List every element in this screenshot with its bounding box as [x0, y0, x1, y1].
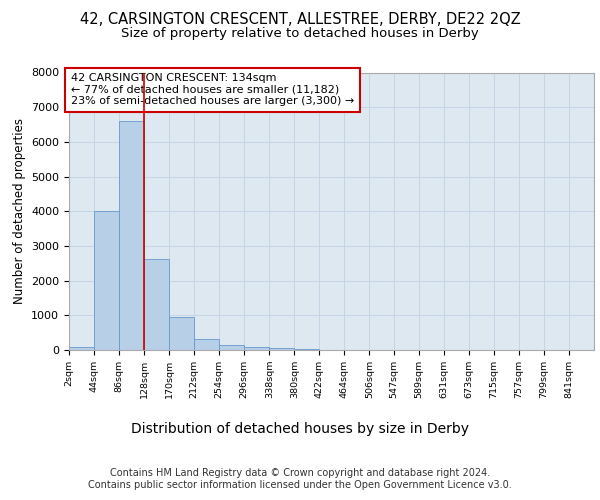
Bar — [194, 338, 219, 350]
Bar — [145, 259, 169, 350]
Bar — [269, 348, 294, 350]
Bar — [69, 347, 94, 350]
Bar — [169, 316, 194, 350]
Text: Distribution of detached houses by size in Derby: Distribution of detached houses by size … — [131, 422, 469, 436]
Bar — [119, 121, 144, 350]
Text: Size of property relative to detached houses in Derby: Size of property relative to detached ho… — [121, 28, 479, 40]
Bar — [295, 348, 319, 350]
Y-axis label: Number of detached properties: Number of detached properties — [13, 118, 26, 304]
Bar — [220, 346, 244, 350]
Text: 42 CARSINGTON CRESCENT: 134sqm
← 77% of detached houses are smaller (11,182)
23%: 42 CARSINGTON CRESCENT: 134sqm ← 77% of … — [71, 73, 354, 106]
Text: Contains HM Land Registry data © Crown copyright and database right 2024.
Contai: Contains HM Land Registry data © Crown c… — [88, 468, 512, 490]
Bar — [94, 210, 119, 350]
Text: 42, CARSINGTON CRESCENT, ALLESTREE, DERBY, DE22 2QZ: 42, CARSINGTON CRESCENT, ALLESTREE, DERB… — [80, 12, 520, 28]
Bar — [244, 347, 269, 350]
